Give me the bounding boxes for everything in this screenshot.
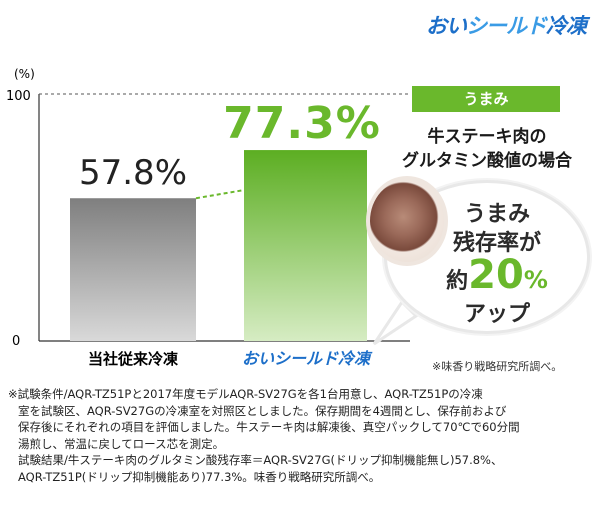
- source-note-small: ※味香り戦略研究所調べ。: [432, 360, 563, 373]
- footnote-line: 試験結果/牛ステーキ肉のグルタミン酸残存率＝AQR-SV27G(ドリップ抑制機能…: [18, 453, 503, 467]
- trend-connector: [195, 189, 245, 200]
- bubble-tail: [372, 300, 419, 346]
- value-label-oi-shield: 77.3%: [223, 98, 381, 149]
- footnote-line: 室を試験区、AQR-SV27Gの冷凍室を対照区としました。保存期間を4週間とし、…: [18, 403, 507, 418]
- category-label-conventional: 当社従来冷凍: [88, 350, 179, 368]
- brand-logo-kana: シールド: [466, 14, 547, 38]
- bar-oi-shield: [244, 150, 367, 341]
- category-label-oi-shield: おいシールド冷凍: [242, 349, 373, 368]
- bubble-line-1: うまみ: [463, 202, 530, 227]
- bubble-prefix: 約: [446, 269, 469, 294]
- y-axis-unit: (%): [14, 67, 35, 81]
- y-tick-label-top: 100: [6, 89, 31, 104]
- bubble-line-4: アップ: [463, 302, 530, 327]
- bubble-line-3: 約20%: [412, 252, 582, 298]
- value-label-conventional: 57.8%: [79, 153, 187, 193]
- y-tick-label-bottom: 0: [12, 334, 20, 349]
- bubble-number: 20: [468, 252, 524, 298]
- brand-logo: おいシールド冷凍: [426, 10, 587, 40]
- heading-line-1: 牛ステーキ肉の: [427, 127, 547, 147]
- bubble-line-2: 残存率が: [452, 231, 541, 256]
- bubble-unit: %: [523, 266, 548, 294]
- bar-conventional: [70, 198, 196, 341]
- umami-tag: うまみ: [412, 86, 560, 112]
- footnote-line: 湯煎し、常温に戻してロース芯を測定。: [18, 436, 225, 451]
- footnote-line: 保存後にそれぞれの項目を評価しました。牛ステーキ肉は解凍後、真空パックして70℃…: [18, 420, 520, 434]
- footnote-line: ※試験条件/AQR-TZ51Pと2017年度モデルAQR-SV27Gを各1台用意…: [8, 387, 483, 401]
- steak-image: [366, 176, 448, 266]
- brand-logo-suffix: 冷凍: [546, 14, 587, 38]
- heading-line-2: グルタミン酸値の場合: [402, 151, 572, 171]
- brand-logo-prefix: おい: [426, 14, 467, 38]
- footnote: ※試験条件/AQR-TZ51Pと2017年度モデルAQR-SV27Gを各1台用意…: [8, 386, 596, 485]
- footnote-line: AQR-TZ51P(ドリップ抑制機能あり)77.3%。味香り戦略研究所調べ。: [18, 469, 381, 484]
- bar-chart: (%) 100 0 57.8% 77.3% 当社従来冷凍 おいシールド冷凍: [6, 67, 410, 368]
